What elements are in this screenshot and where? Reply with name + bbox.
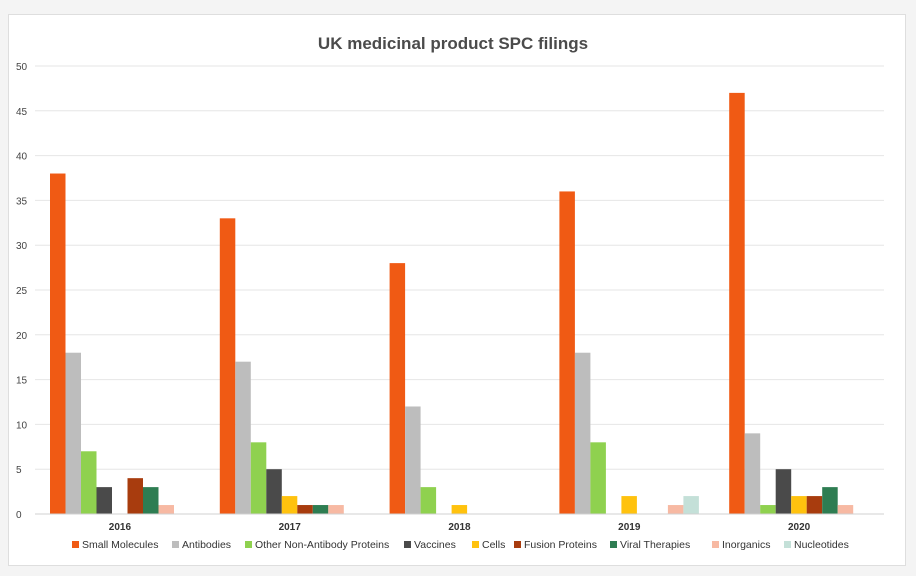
bar	[806, 496, 823, 514]
legend-label: Inorganics	[722, 539, 770, 551]
bar	[760, 505, 776, 514]
y-tick-label: 15	[16, 376, 28, 387]
bar	[143, 487, 159, 514]
legend-label: Nucleotides	[794, 539, 849, 551]
legend: Small Molecules Antibodies Other Non-Antib…	[72, 539, 849, 551]
bar	[667, 505, 684, 514]
bar	[837, 505, 854, 514]
bar	[235, 361, 251, 514]
bar	[574, 352, 591, 514]
legend-swatch	[472, 541, 479, 548]
legend-label: Viral Therapies	[620, 539, 690, 551]
legend-label: Vaccines	[414, 539, 456, 551]
bar	[250, 442, 267, 514]
legend-swatch	[514, 541, 521, 548]
gridlines	[35, 65, 884, 470]
y-axis-ticks: 0 5 10 15 20 25 30 35 40 45 50	[16, 62, 28, 521]
legend-swatch	[404, 541, 411, 548]
chart-title: UK medicinal product SPC filings	[318, 34, 588, 53]
bars	[50, 92, 854, 514]
y-tick-label: 20	[16, 331, 28, 342]
x-category-label: 2018	[448, 522, 471, 533]
x-category-label: 2016	[109, 522, 132, 533]
y-tick-label: 0	[16, 510, 22, 521]
bar	[158, 505, 174, 514]
bar	[559, 191, 575, 514]
bar	[219, 218, 236, 514]
bar	[744, 433, 761, 514]
bar	[81, 451, 97, 514]
bar	[405, 406, 421, 514]
legend-label: Small Molecules	[82, 539, 158, 551]
bar	[266, 469, 282, 514]
legend-swatch	[610, 541, 617, 548]
bar	[389, 263, 406, 514]
x-category-label: 2017	[279, 522, 302, 533]
legend-swatch	[72, 541, 79, 548]
bar	[683, 496, 699, 514]
bar	[281, 496, 298, 514]
y-tick-label: 30	[16, 241, 28, 252]
x-axis-categories: 2016 2017 2018 2019 2020	[109, 522, 811, 533]
bar	[297, 505, 313, 514]
bar	[729, 92, 745, 514]
bar	[96, 487, 112, 514]
x-category-label: 2019	[618, 522, 641, 533]
bar	[65, 352, 81, 514]
legend-label: Fusion Proteins	[524, 539, 597, 551]
bar	[775, 469, 792, 514]
bar	[127, 478, 143, 514]
bar	[328, 505, 344, 514]
y-tick-label: 45	[16, 107, 28, 118]
y-tick-label: 25	[16, 286, 28, 297]
y-tick-label: 5	[16, 465, 22, 476]
bar	[50, 173, 66, 514]
bar	[621, 496, 637, 514]
bar	[822, 487, 838, 514]
y-tick-label: 40	[16, 152, 28, 163]
legend-swatch	[172, 541, 179, 548]
legend-swatch	[712, 541, 719, 548]
bar	[420, 487, 437, 514]
legend-label: Other Non-Antibody Proteins	[255, 539, 389, 551]
legend-swatch	[784, 541, 791, 548]
x-category-label: 2020	[788, 522, 811, 533]
legend-swatch	[245, 541, 252, 548]
y-tick-label: 50	[16, 62, 28, 73]
bar	[312, 505, 329, 514]
legend-label: Antibodies	[182, 539, 231, 551]
bar	[451, 505, 468, 514]
y-tick-label: 35	[16, 196, 28, 207]
legend-label: Cells	[482, 539, 505, 551]
bar	[590, 442, 606, 514]
bar	[791, 496, 807, 514]
y-tick-label: 10	[16, 420, 28, 431]
